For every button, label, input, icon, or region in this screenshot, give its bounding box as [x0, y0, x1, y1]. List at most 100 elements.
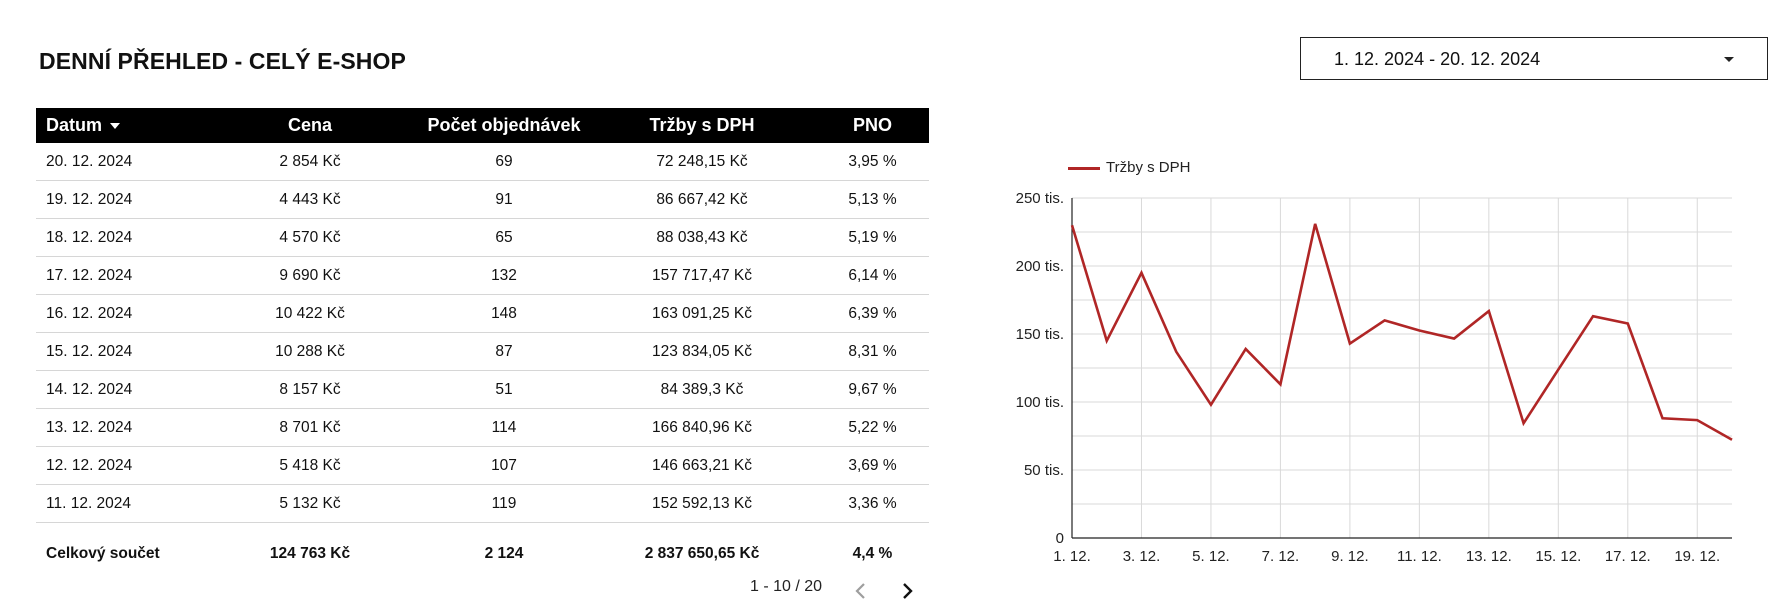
x-tick-label: 9. 12.	[1331, 548, 1369, 565]
y-tick-label: 0	[1056, 530, 1064, 547]
date-range-value: 1. 12. 2024 - 20. 12. 2024	[1334, 49, 1541, 69]
page-title: DENNÍ PŘEHLED - CELÝ E-SHOP	[39, 48, 406, 74]
cell-cost: 4 570 Kč	[200, 218, 420, 257]
cell-revenue: 146 663,21 Kč	[588, 446, 816, 485]
x-tick-label: 5. 12.	[1192, 548, 1230, 565]
date-range-picker[interactable]: 1. 12. 2024 - 20. 12. 2024	[1300, 37, 1768, 80]
table-row: 15. 12. 2024 10 288 Kč 87 123 834,05 Kč 8,31…	[36, 332, 929, 371]
cell-date: 13. 12. 2024	[36, 408, 200, 447]
x-tick-label: 11. 12.	[1397, 548, 1442, 565]
table-row: 18. 12. 2024 4 570 Kč 65 88 038,43 Kč 5,19 %	[36, 218, 929, 257]
y-tick-label: 150 tis.	[1016, 326, 1064, 343]
column-header-revenue[interactable]: Tržby s DPH	[588, 108, 816, 143]
x-tick-label: 15. 12.	[1535, 548, 1581, 565]
cell-date: 18. 12. 2024	[36, 218, 200, 257]
y-tick-label: 100 tis.	[1016, 394, 1064, 411]
column-header-date[interactable]: Datum	[36, 108, 200, 143]
totals-revenue: 2 837 650,65 Kč	[644, 545, 760, 562]
y-tick-label: 50 tis.	[1024, 462, 1064, 479]
table-row: 14. 12. 2024 8 157 Kč 51 84 389,3 Kč 9,67 %	[36, 370, 929, 409]
table-row: 19. 12. 2024 4 443 Kč 91 86 667,42 Kč 5,13 %	[36, 180, 929, 219]
legend-swatch	[1068, 166, 1100, 170]
table-row: 11. 12. 2024 5 132 Kč 119 152 592,13 Kč 3,36…	[36, 484, 929, 523]
cell-date: 14. 12. 2024	[36, 370, 200, 409]
cell-orders: 51	[420, 370, 588, 409]
totals-orders: 2 124	[484, 545, 524, 562]
pagination-label: 1 - 10 / 20	[750, 578, 823, 595]
cell-orders: 132	[420, 256, 588, 295]
cell-pno: 5,19 %	[816, 218, 929, 257]
cell-orders: 69	[420, 143, 588, 181]
legend-label: Tržby s DPH	[1106, 159, 1191, 176]
cell-revenue: 152 592,13 Kč	[588, 484, 816, 523]
cell-date: 15. 12. 2024	[36, 332, 200, 371]
totals-row: Celkový součet 124 763 Kč 2 124 2 837 65…	[36, 523, 929, 580]
x-tick-label: 3. 12.	[1123, 548, 1161, 565]
cell-orders: 107	[420, 446, 588, 485]
x-tick-label: 17. 12.	[1605, 548, 1651, 565]
cell-revenue: 157 717,47 Kč	[588, 256, 816, 295]
column-header-pno[interactable]: PNO	[816, 108, 929, 143]
cell-revenue: 72 248,15 Kč	[588, 143, 816, 181]
cell-pno: 8,31 %	[816, 332, 929, 371]
cell-date: 12. 12. 2024	[36, 446, 200, 485]
chevron-right-icon[interactable]	[899, 580, 915, 602]
totals-cost: 124 763 Kč	[269, 545, 351, 562]
series-line	[1070, 223, 1733, 441]
column-header-orders[interactable]: Počet objednávek	[420, 108, 588, 143]
cell-cost: 8 157 Kč	[200, 370, 420, 409]
table-row: 20. 12. 2024 2 854 Kč 69 72 248,15 Kč 3,95 %	[36, 143, 929, 181]
cell-orders: 91	[420, 180, 588, 219]
y-tick-label: 200 tis.	[1016, 258, 1064, 275]
cell-orders: 114	[420, 408, 588, 447]
cell-cost: 5 418 Kč	[200, 446, 420, 485]
cell-pno: 6,14 %	[816, 256, 929, 295]
x-tick-label: 7. 12.	[1262, 548, 1300, 565]
cell-pno: 3,69 %	[816, 446, 929, 485]
cell-revenue: 163 091,25 Kč	[588, 294, 816, 333]
daily-overview-table: Datum Cena Počet objednávek Tržby s DPH …	[36, 108, 929, 579]
table-row: 12. 12. 2024 5 418 Kč 107 146 663,21 Kč 3,69…	[36, 446, 929, 485]
cell-cost: 2 854 Kč	[200, 143, 420, 181]
table-row: 16. 12. 2024 10 422 Kč 148 163 091,25 Kč 6,3…	[36, 294, 929, 333]
dropdown-caret-icon	[1724, 57, 1734, 62]
cell-cost: 8 701 Kč	[200, 408, 420, 447]
cell-pno: 3,36 %	[816, 484, 929, 523]
cell-pno: 3,95 %	[816, 143, 929, 181]
cell-revenue: 166 840,96 Kč	[588, 408, 816, 447]
x-tick-label: 19. 12.	[1674, 548, 1720, 565]
chevron-left-icon[interactable]	[853, 580, 869, 602]
cell-date: 16. 12. 2024	[36, 294, 200, 333]
table-row: 17. 12. 2024 9 690 Kč 132 157 717,47 Kč 6,14…	[36, 256, 929, 295]
column-header-label: Datum	[46, 115, 103, 135]
cell-orders: 87	[420, 332, 588, 371]
cell-cost: 10 288 Kč	[200, 332, 420, 371]
cell-pno: 6,39 %	[816, 294, 929, 333]
chart-legend: Tržby s DPH	[1068, 159, 1190, 176]
table-header-row: Datum Cena Počet objednávek Tržby s DPH …	[36, 108, 929, 143]
cell-revenue: 88 038,43 Kč	[588, 218, 816, 257]
cell-cost: 4 443 Kč	[200, 180, 420, 219]
totals-pno: 4,4 %	[852, 545, 893, 562]
table-row: 13. 12. 2024 8 701 Kč 114 166 840,96 Kč 5,22…	[36, 408, 929, 447]
cell-date: 17. 12. 2024	[36, 256, 200, 295]
cell-revenue: 86 667,42 Kč	[588, 180, 816, 219]
cell-pno: 9,67 %	[816, 370, 929, 409]
cell-cost: 10 422 Kč	[200, 294, 420, 333]
cell-orders: 148	[420, 294, 588, 333]
cell-date: 11. 12. 2024	[36, 484, 200, 523]
sort-desc-icon	[110, 123, 121, 130]
cell-date: 20. 12. 2024	[36, 143, 200, 181]
cell-date: 19. 12. 2024	[36, 180, 200, 219]
x-tick-label: 13. 12.	[1466, 548, 1512, 565]
cell-orders: 119	[420, 484, 588, 523]
cell-cost: 9 690 Kč	[200, 256, 420, 295]
y-tick-label: 250 tis.	[1016, 190, 1064, 207]
x-tick-label: 1. 12.	[1053, 548, 1091, 565]
cell-cost: 5 132 Kč	[200, 484, 420, 523]
column-header-cost[interactable]: Cena	[200, 108, 420, 143]
totals-label: Celkový součet	[46, 545, 160, 562]
revenue-line-chart: 0 50 tis. 100 tis. 150 tis. 200 tis. 250 tis.…	[1016, 190, 1733, 565]
cell-pno: 5,13 %	[816, 180, 929, 219]
cell-pno: 5,22 %	[816, 408, 929, 447]
